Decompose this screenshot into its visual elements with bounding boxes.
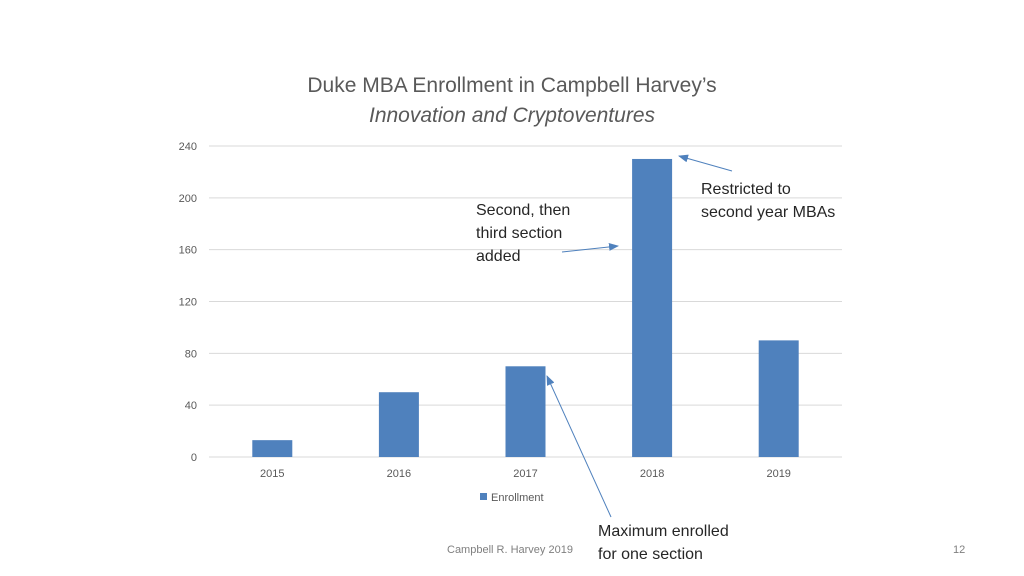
annotation-section-line1: Second, then: [476, 202, 571, 219]
annotation-restricted: Restricted to second year MBAs: [701, 178, 835, 224]
legend-swatch: [480, 493, 487, 500]
annotation-restricted-line2: second year MBAs: [701, 204, 836, 221]
bar-2017: [505, 366, 546, 457]
x-axis-ticks: 2015 2016 2017 2018 2019: [260, 468, 791, 480]
bar-2019: [758, 340, 799, 457]
chart-title-line1: Duke MBA Enrollment in Campbell Harvey’s: [307, 74, 717, 97]
y-axis-ticks: 0 40 80 120 160 200 240: [179, 141, 197, 464]
bar-2016: [378, 392, 419, 457]
chart-title-line2: Innovation and Cryptoventures: [368, 104, 655, 127]
annotation-restricted-line1: Restricted to: [701, 181, 791, 198]
y-tick-label: 80: [185, 348, 197, 360]
x-tick-label: 2017: [513, 468, 537, 480]
y-tick-label: 40: [185, 400, 197, 412]
gridlines: [209, 145, 842, 458]
legend-label: Enrollment: [491, 492, 544, 504]
arrow-section-added: [561, 242, 619, 253]
y-tick-label: 120: [179, 297, 197, 309]
y-tick-label: 160: [179, 245, 197, 257]
annotation-maximum: Maximum enrolled for one section: [598, 520, 729, 566]
annotation-arrows: [546, 154, 733, 518]
annotation-section-line3: added: [476, 248, 521, 265]
footer-author: Campbell R. Harvey 2019: [447, 544, 573, 556]
arrow-maximum: [546, 375, 612, 518]
legend: Enrollment: [480, 492, 544, 504]
y-tick-label: 0: [191, 452, 197, 464]
annotation-maximum-line2: for one section: [598, 546, 703, 563]
x-tick-label: 2018: [640, 468, 664, 480]
x-tick-label: 2016: [387, 468, 411, 480]
bar-2015: [252, 440, 293, 457]
y-tick-label: 200: [179, 193, 197, 205]
x-tick-label: 2019: [766, 468, 790, 480]
bar-2018: [632, 158, 673, 458]
annotation-section-added: Second, then third section added: [476, 199, 570, 268]
bars: [252, 158, 799, 458]
page-number: 12: [953, 544, 966, 556]
y-tick-label: 240: [179, 141, 197, 153]
x-tick-label: 2015: [260, 468, 284, 480]
arrow-restricted: [678, 154, 733, 172]
annotation-maximum-line1: Maximum enrolled: [598, 523, 729, 540]
annotation-section-line2: third section: [476, 225, 563, 242]
